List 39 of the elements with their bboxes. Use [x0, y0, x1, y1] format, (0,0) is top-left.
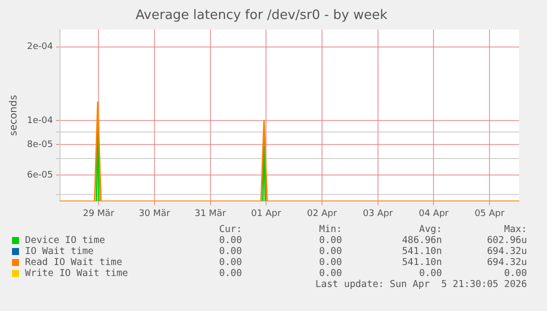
chart-title: Average latency for /dev/sr0 - by week: [136, 8, 388, 24]
y-tick-label: 1e-04: [26, 116, 54, 126]
x-tick-label: 29 Mär: [82, 208, 114, 219]
legend-label: IO Wait time: [25, 246, 94, 257]
text: Avg:: [418, 224, 442, 235]
text: 0.00: [318, 235, 342, 246]
legend-label: Read IO Wait time: [25, 257, 122, 268]
x-tick-label: 04 Apr: [418, 208, 449, 219]
text: 0.00: [218, 246, 242, 257]
text: 694.32u: [486, 246, 527, 257]
text: Max:: [503, 224, 527, 235]
text: Min:: [318, 224, 342, 235]
text: 0.00: [503, 268, 527, 279]
text: 0.00: [318, 268, 342, 279]
y-tick-label: 2e-04: [26, 42, 54, 52]
text: 0.00: [418, 268, 442, 279]
text: 0.00: [218, 235, 242, 246]
y-axis-title: seconds: [8, 94, 20, 136]
text: 0.00: [218, 257, 242, 268]
text: Cur:: [218, 224, 242, 235]
x-tick-label: 01 Apr: [251, 208, 282, 219]
text: 541.10n: [400, 257, 442, 268]
text: Last update: Sun Apr 5 21:30:05 2026: [314, 279, 527, 290]
text: 0.00: [318, 257, 342, 268]
text: 694.32u: [486, 257, 527, 268]
legend-label: Device IO time: [25, 235, 106, 246]
text: 0.00: [318, 246, 342, 257]
y-tick-label: 8e-05: [26, 140, 53, 150]
text: 486.96n: [400, 235, 442, 246]
text: 0.00: [218, 268, 242, 279]
x-tick-label: 05 Apr: [474, 208, 505, 219]
x-tick-label: 31 Mär: [194, 208, 226, 219]
text: 602.96u: [486, 235, 527, 246]
x-tick-label: 30 Mär: [138, 208, 170, 219]
x-tick-label: 02 Apr: [307, 208, 338, 219]
y-tick-label: 6e-05: [26, 170, 53, 181]
legend-label: Write IO Wait time: [25, 268, 128, 279]
text: 541.10n: [400, 246, 442, 257]
x-tick-label: 03 Apr: [362, 208, 394, 219]
